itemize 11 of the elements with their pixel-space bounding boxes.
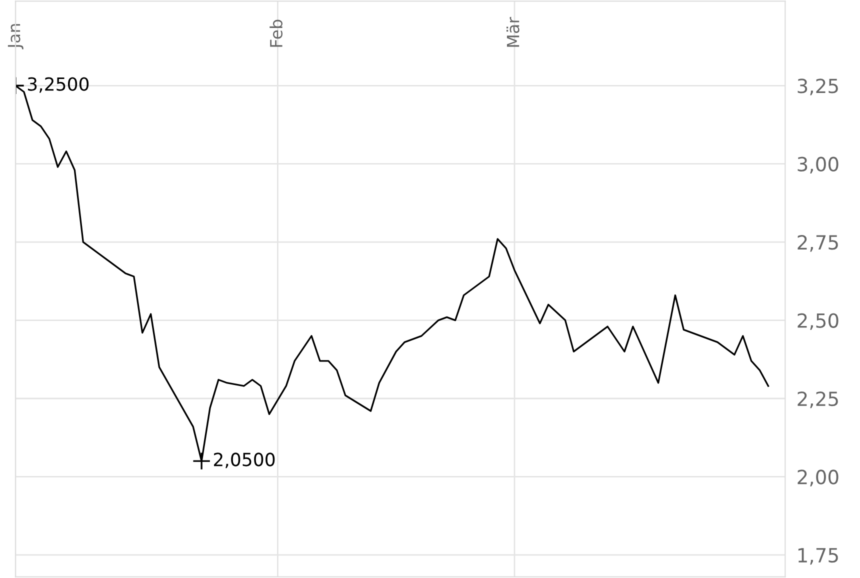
y-tick-label: 2,50 bbox=[798, 313, 838, 330]
y-tick-label: 3,00 bbox=[798, 156, 838, 174]
y-tick-label: 2,75 bbox=[798, 235, 838, 252]
y-tick-label: 2,00 bbox=[798, 470, 838, 486]
annotation: 2,0500 bbox=[214, 452, 275, 468]
y-tick-label: 3,25 bbox=[798, 78, 838, 96]
x-tick-label: Mär bbox=[506, 16, 520, 47]
y-tick-label: 2,25 bbox=[798, 391, 838, 408]
annotation: 3,2500 bbox=[28, 77, 89, 93]
y-tick-label: 1,75 bbox=[798, 548, 838, 565]
x-tick-label: Feb bbox=[270, 20, 283, 47]
